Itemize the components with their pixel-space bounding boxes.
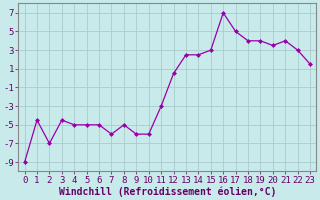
X-axis label: Windchill (Refroidissement éolien,°C): Windchill (Refroidissement éolien,°C) bbox=[59, 186, 276, 197]
